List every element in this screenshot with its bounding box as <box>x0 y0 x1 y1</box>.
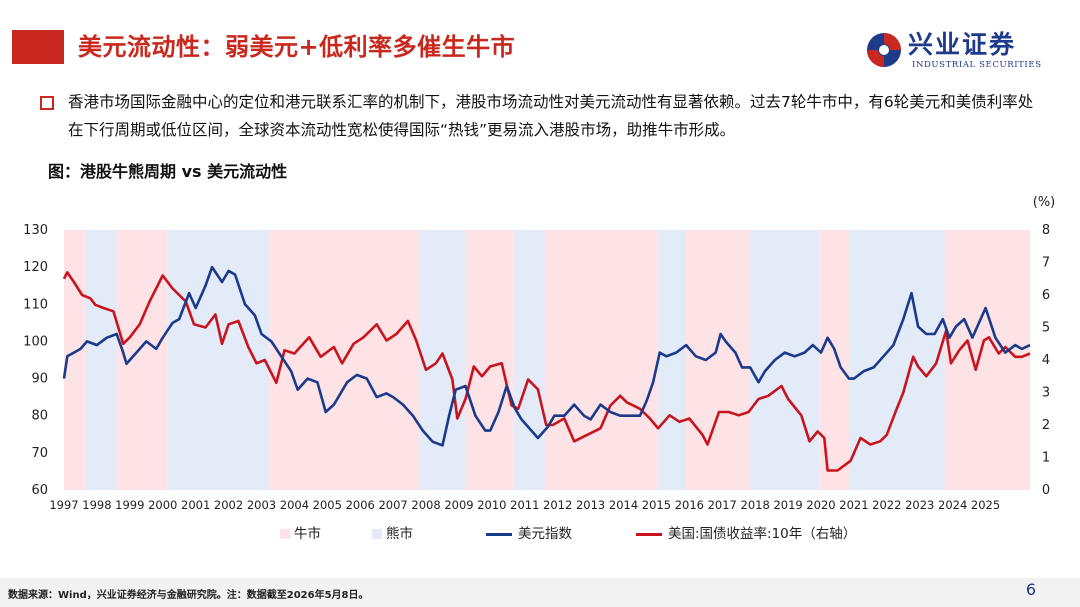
x-tick-label: 2019 <box>773 498 802 512</box>
regime-band-bull-12 <box>819 230 849 490</box>
page-number: 6 <box>1025 580 1036 599</box>
legend-dxy-label: 美元指数 <box>518 526 572 542</box>
regime-band-bull-8 <box>544 230 659 490</box>
right-tick-label: 3 <box>1042 386 1050 401</box>
regime-band-bear-11 <box>750 230 820 490</box>
legend: 牛市 熊市 美元指数 美国:国债收益率:10年（右轴） <box>0 522 1080 546</box>
regime-band-bull-0 <box>64 230 86 490</box>
left-tick-label: 130 <box>23 223 48 238</box>
series-path <box>62 265 1031 447</box>
left-tick-label: 90 <box>31 372 48 387</box>
regime-band-bear-7 <box>513 230 545 490</box>
x-tick-label: 2001 <box>181 498 210 512</box>
x-tick-label: 2003 <box>247 498 276 512</box>
page-title: 美元流动性：弱美元+低利率多催生牛市 <box>78 33 516 61</box>
left-tick-label: 120 <box>23 260 48 275</box>
footer-bar <box>0 578 1080 607</box>
logo-name: 兴业证券 <box>908 30 1017 59</box>
logo: 兴业证券 INDUSTRIAL SECURITIES <box>864 30 1054 72</box>
right-tick-label: 6 <box>1042 288 1050 303</box>
x-tick-label: 2015 <box>642 498 671 512</box>
x-tick-label: 2000 <box>148 498 177 512</box>
right-tick-label: 8 <box>1042 223 1050 238</box>
regime-band-bull-14 <box>944 230 1030 490</box>
x-tick-label: 2017 <box>708 498 737 512</box>
bullet-text: 香港市场国际金融中心的定位和港元联系汇率的机制下，港股市场流动性对美元流动性有显… <box>68 93 1034 139</box>
regime-band-bear-5 <box>419 230 466 490</box>
x-tick-label: 2021 <box>839 498 868 512</box>
x-axis-ticks: 1997 1998 1999 2000 2001 2002 2003 2004 2005 2006… <box>49 498 1000 512</box>
x-tick-label: 2020 <box>806 498 835 512</box>
left-tick-label: 80 <box>31 409 48 424</box>
legend-yield: 美国:国债收益率:10年（右轴） <box>636 522 856 546</box>
x-tick-label: 2016 <box>675 498 704 512</box>
right-axis-unit: (%) <box>1033 195 1056 210</box>
legend-yield-label: 美国:国债收益率:10年（右轴） <box>668 526 857 542</box>
regime-band-bear-13 <box>848 230 945 490</box>
x-tick-label: 2002 <box>214 498 243 512</box>
right-tick-label: 4 <box>1042 353 1050 368</box>
right-tick-label: 5 <box>1042 321 1050 336</box>
x-tick-label: 2007 <box>378 498 407 512</box>
regime-band-bear-1 <box>85 230 117 490</box>
regime-band-bull-10 <box>686 230 751 490</box>
x-tick-label: 2012 <box>543 498 572 512</box>
right-tick-label: 1 <box>1042 451 1050 466</box>
right-tick-label: 2 <box>1042 418 1050 433</box>
legend-bear-swatch <box>372 529 382 539</box>
x-tick-label: 2011 <box>510 498 539 512</box>
title-accent-block <box>12 30 64 64</box>
x-tick-label: 2018 <box>741 498 770 512</box>
x-tick-label: 2013 <box>576 498 605 512</box>
legend-dxy: 美元指数 <box>486 522 572 546</box>
x-tick-label: 1999 <box>115 498 144 512</box>
x-tick-label: 1997 <box>49 498 78 512</box>
bullet-icon <box>40 96 54 110</box>
x-tick-label: 2014 <box>609 498 638 512</box>
x-tick-label: 2005 <box>313 498 342 512</box>
x-tick-label: 1998 <box>82 498 111 512</box>
x-tick-label: 2025 <box>971 498 1000 512</box>
left-axis-ticks: 60 70 80 90 100 110 120 130 <box>23 223 48 498</box>
left-tick-label: 70 <box>31 446 48 461</box>
regime-band-bull-6 <box>465 230 514 490</box>
right-axis-ticks: 0 1 2 3 4 5 6 7 8 <box>1042 223 1050 498</box>
right-tick-label: 7 <box>1042 256 1050 271</box>
source-note: 数据来源：Wind，兴业证券经济与金融研究院。注：数据截至2026年5月8日。 <box>8 590 369 601</box>
left-tick-label: 60 <box>31 483 48 498</box>
left-tick-label: 110 <box>23 297 48 312</box>
legend-bull-swatch <box>280 529 290 539</box>
legend-bull-label: 牛市 <box>294 526 321 542</box>
x-tick-label: 2010 <box>477 498 506 512</box>
logo-mark-icon <box>867 33 901 67</box>
regime-band-bear-9 <box>658 230 687 490</box>
figure-title: 图：港股牛熊周期 vs 美元流动性 <box>48 162 288 181</box>
x-tick-label: 2022 <box>872 498 901 512</box>
left-tick-label: 100 <box>23 334 48 349</box>
x-tick-label: 2008 <box>411 498 440 512</box>
x-tick-label: 2023 <box>905 498 934 512</box>
right-tick-label: 0 <box>1042 483 1050 498</box>
legend-bear: 熊市 <box>372 522 413 546</box>
x-tick-label: 2006 <box>346 498 375 512</box>
x-tick-label: 2009 <box>444 498 473 512</box>
legend-bear-label: 熊市 <box>386 526 413 542</box>
logo-english-name: INDUSTRIAL SECURITIES <box>912 60 1042 70</box>
regime-bands <box>64 230 1030 490</box>
legend-yield-line <box>636 532 662 536</box>
dxy-series-line <box>62 265 1031 447</box>
legend-dxy-line <box>486 532 512 536</box>
regime-band-bear-3 <box>167 230 270 490</box>
x-tick-label: 2004 <box>280 498 309 512</box>
legend-bull: 牛市 <box>280 522 321 546</box>
x-tick-label: 2024 <box>938 498 967 512</box>
